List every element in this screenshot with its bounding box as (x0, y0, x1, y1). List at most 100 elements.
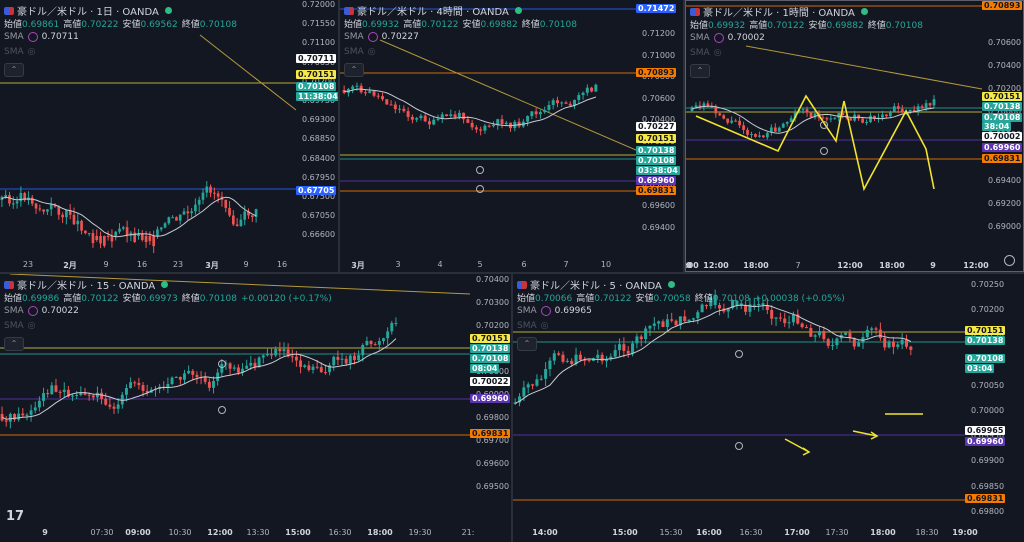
candle-body (351, 86, 355, 90)
candle-body (140, 233, 144, 240)
candlestick-canvas[interactable] (0, 0, 338, 272)
hidden-indicator-legend[interactable]: SMA ◎ (344, 47, 376, 57)
price-label: 03:38:04 (636, 166, 680, 175)
price-label: 0.70893 (636, 68, 677, 77)
eye-hidden-icon[interactable]: ◎ (367, 47, 376, 57)
separator-vertical-3[interactable] (511, 274, 513, 542)
indicator-settings-icon[interactable] (540, 306, 551, 316)
candlestick-canvas[interactable] (340, 0, 683, 272)
collapse-legend-button[interactable]: ⌃ (517, 337, 537, 351)
candle-body (535, 379, 539, 386)
collapse-legend-button[interactable]: ⌃ (4, 337, 24, 351)
y-axis-tick: 0.70200 (988, 84, 1022, 93)
candle-body (68, 210, 72, 215)
chart-pane-15m[interactable]: 豪ドル／米ドル · 15 · OANDA 始値0.69986 高値0.70122 安値… (0, 274, 511, 542)
candle-body (758, 135, 761, 137)
candle-body (394, 322, 398, 324)
candle-body (665, 319, 669, 328)
separator-vertical-2[interactable] (683, 0, 685, 272)
eye-hidden-icon[interactable]: ◎ (27, 321, 36, 331)
y-axis-tick: 0.68400 (302, 153, 336, 163)
candle-body (182, 211, 186, 215)
price-label: 0.69965 (965, 426, 1006, 435)
candle-body (62, 389, 66, 392)
price-label: 0.70893 (982, 1, 1023, 10)
indicator-settings-icon[interactable] (367, 32, 378, 42)
eye-hidden-icon[interactable]: ◎ (540, 321, 549, 331)
hidden-indicator-legend[interactable]: SMA ◎ (4, 47, 36, 57)
eye-hidden-icon[interactable]: ◎ (27, 47, 36, 57)
candle-body (920, 106, 924, 108)
sma-legend[interactable]: SMA 0.70022 (4, 306, 79, 316)
candle-body (423, 115, 427, 122)
collapse-legend-button[interactable]: ⌃ (690, 64, 710, 78)
separator-vertical-1[interactable] (338, 0, 340, 272)
chart-title[interactable]: 豪ドル／米ドル · 1日 · OANDA (4, 3, 172, 18)
candle-body (72, 214, 76, 225)
candle-body (340, 358, 344, 360)
indicator-settings-icon[interactable] (713, 33, 724, 43)
candle-body (462, 112, 466, 120)
candle-body (769, 127, 773, 133)
y-axis-tick: 0.70600 (642, 93, 676, 103)
candle-body (865, 329, 869, 338)
candlestick-canvas[interactable] (686, 1, 1024, 272)
price-label: 0.69960 (470, 394, 511, 403)
chart-title[interactable]: 豪ドル／米ドル · 1時間 · OANDA (690, 4, 868, 19)
candlestick-canvas[interactable] (0, 274, 511, 542)
collapse-legend-button[interactable]: ⌃ (4, 63, 24, 77)
market-open-icon (164, 7, 172, 14)
x-axis-tick: 18:00 (685, 261, 699, 270)
chart-pane-1h[interactable]: 豪ドル／米ドル · 1時間 · OANDA 始値0.69932 高値0.70122 安… (685, 0, 1024, 272)
candle-body (17, 413, 21, 420)
sma-legend[interactable]: SMA 0.70002 (690, 33, 765, 43)
sma-legend[interactable]: SMA 0.70711 (4, 32, 79, 42)
price-label: 0.69831 (636, 186, 677, 195)
candle-body (694, 105, 698, 108)
chart-title[interactable]: 豪ドル／米ドル · 5 · OANDA (517, 277, 675, 292)
chart-pane-daily[interactable]: 豪ドル／米ドル · 1日 · OANDA 始値0.69861 高値0.70222 安値… (0, 0, 338, 272)
collapse-legend-button[interactable]: ⌃ (344, 63, 364, 77)
ohlc-key: 安値 (122, 20, 141, 30)
candle-body (783, 318, 787, 324)
y-axis-tick: 0.69700 (476, 436, 510, 445)
chart-title[interactable]: 豪ドル／米ドル · 15 · OANDA (4, 277, 169, 292)
hidden-indicator-legend[interactable]: SMA ◎ (690, 48, 722, 58)
candle-body (534, 111, 538, 115)
price-label: 0.70151 (965, 326, 1006, 335)
candle-body (881, 114, 884, 118)
sma-legend[interactable]: SMA 0.70227 (344, 32, 419, 42)
indicator-settings-icon[interactable] (27, 306, 38, 316)
candle-body (797, 110, 801, 113)
chart-pane-4h[interactable]: 豪ドル／米ドル · 4時間 · OANDA 始値0.69932 高値0.70122 安… (340, 0, 683, 272)
candle-body (648, 325, 652, 329)
candle-body (709, 298, 713, 307)
chart-settings-icon[interactable] (1004, 255, 1015, 266)
candle-body (163, 223, 167, 228)
candle-body (118, 228, 121, 232)
chart-title[interactable]: 豪ドル／米ドル · 4時間 · OANDA (344, 3, 522, 18)
indicator-settings-icon[interactable] (27, 32, 38, 42)
candlestick-canvas[interactable] (513, 274, 1024, 542)
hidden-indicator-legend[interactable]: SMA ◎ (4, 321, 36, 331)
hidden-indicator-legend[interactable]: SMA ◎ (517, 321, 549, 331)
chart-pane-5m[interactable]: 豪ドル／米ドル · 5 · OANDA 始値0.70066 高値0.70122 安値0… (513, 274, 1024, 542)
symbol-title: 豪ドル／米ドル · 1日 · OANDA (17, 7, 159, 18)
ohlc-value: 0.70222 (81, 20, 119, 30)
candle-body (849, 118, 853, 121)
candle-body (765, 305, 769, 310)
x-axis-tick: 3月 (205, 261, 219, 270)
eye-hidden-icon[interactable]: ◎ (713, 48, 722, 58)
candle-body (0, 414, 4, 421)
ohlc-values: 始値0.69932 高値0.70122 安値0.69882 終値0.70108 (690, 18, 927, 31)
candle-body (479, 129, 483, 131)
candle-body (878, 329, 882, 338)
candle-body (129, 382, 133, 389)
price-label: 0.70138 (982, 102, 1023, 111)
event-marker-icon (820, 147, 828, 155)
sma-legend[interactable]: SMA 0.69965 (517, 306, 592, 316)
symbol-title: 豪ドル／米ドル · 5 · OANDA (530, 281, 662, 292)
separator-horizontal[interactable] (0, 272, 1024, 274)
candle-body (66, 389, 70, 397)
candle-body (538, 112, 542, 115)
